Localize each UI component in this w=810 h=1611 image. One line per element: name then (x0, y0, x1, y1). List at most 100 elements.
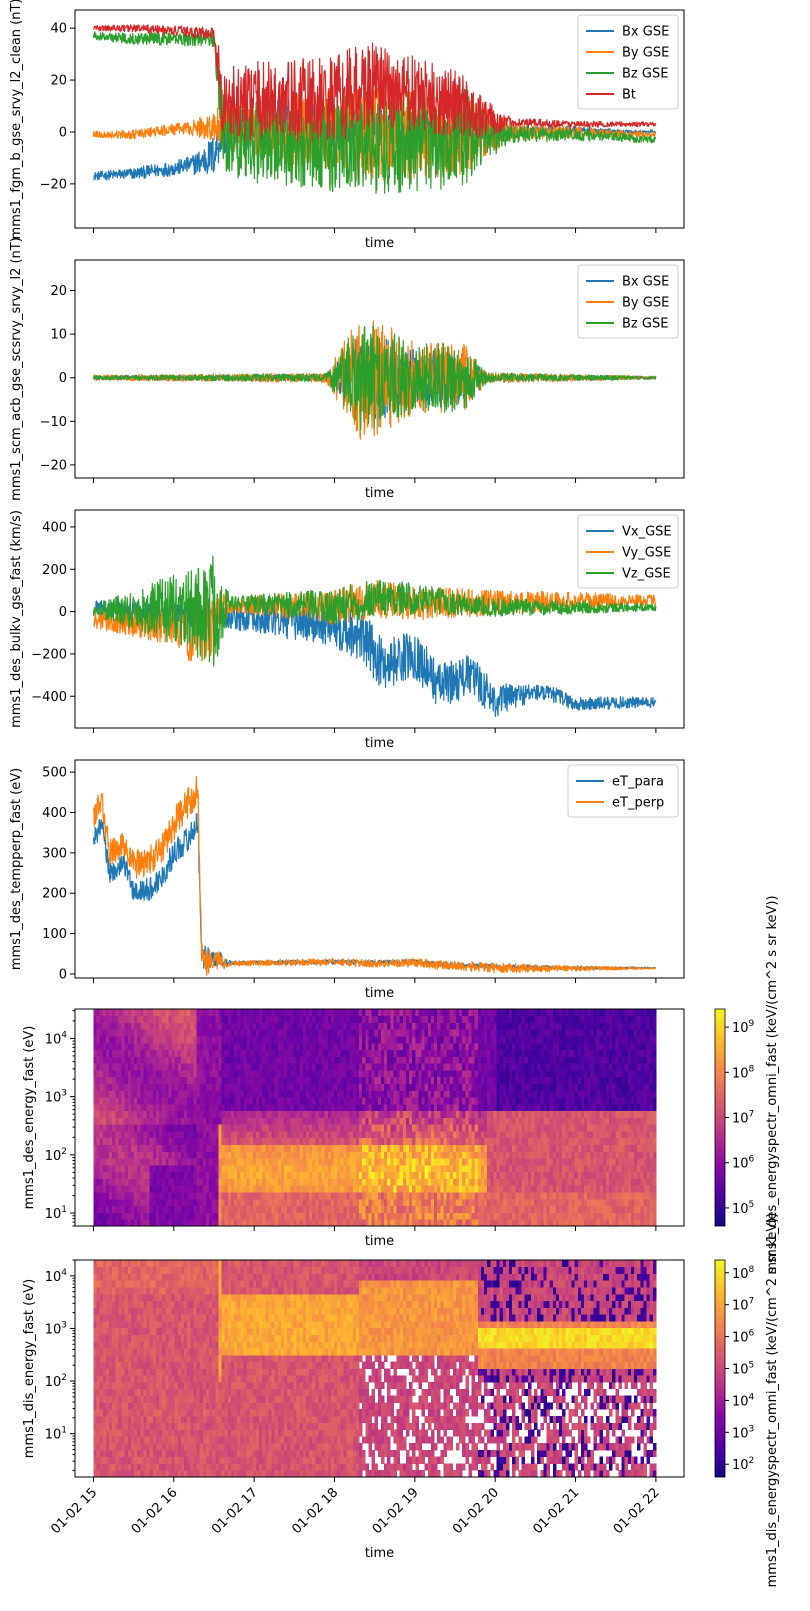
heatmap-cell (496, 1205, 501, 1213)
heatmap-cell (127, 1164, 132, 1173)
heatmap-cell (305, 1036, 310, 1044)
heatmap-cell (452, 1198, 457, 1207)
heatmap-cell (127, 1192, 132, 1200)
heatmap-cell (540, 1151, 544, 1159)
heatmap-cell (99, 1015, 104, 1023)
heatmap-cell (424, 1049, 429, 1057)
heatmap-cell (487, 1049, 491, 1057)
heatmap-cell (415, 1110, 419, 1118)
heatmap-cell (559, 1192, 563, 1200)
heatmap-cell (221, 1178, 226, 1186)
heatmap-cell (405, 1137, 410, 1146)
heatmap-cell (496, 1042, 501, 1051)
heatmap-cell (380, 1103, 385, 1112)
heatmap-cell (418, 1178, 422, 1186)
heatmap-cell (405, 1131, 410, 1139)
heatmap-cell (115, 1144, 119, 1152)
heatmap-cell (349, 1029, 354, 1037)
heatmap-cell (502, 1110, 507, 1118)
heatmap-cell (309, 1198, 313, 1207)
heatmap-cell (174, 1171, 179, 1179)
heatmap-cell (518, 1110, 522, 1118)
heatmap-cell (530, 1110, 535, 1118)
heatmap-cell (443, 1022, 447, 1030)
heatmap-cell (440, 1042, 444, 1051)
heatmap-cell (315, 1144, 319, 1152)
heatmap-cell (480, 1151, 485, 1159)
heatmap-cell (162, 1056, 166, 1064)
heatmap-cell (268, 1070, 272, 1078)
heatmap-cell (546, 1205, 551, 1213)
heatmap-cell (455, 1009, 460, 1017)
heatmap-cell (187, 1103, 191, 1112)
heatmap-cell (187, 1090, 191, 1098)
heatmap-cell (440, 1103, 444, 1112)
heatmap-cell (180, 1117, 185, 1125)
heatmap-cell (387, 1205, 391, 1213)
heatmap-cell (171, 1171, 176, 1179)
heatmap-cell (355, 1036, 360, 1044)
heatmap-cell (155, 1049, 160, 1057)
heatmap-cell (490, 1090, 494, 1098)
heatmap-cell (565, 1063, 569, 1071)
heatmap-cell (421, 1090, 426, 1098)
heatmap-cell (309, 1083, 313, 1091)
heatmap-cell (199, 1022, 204, 1030)
heatmap-cell (399, 1070, 404, 1078)
heatmap-cell (412, 1158, 416, 1166)
heatmap-cell (555, 1117, 560, 1125)
heatmap-cell (437, 1124, 441, 1132)
heatmap-cell (143, 1117, 147, 1125)
heatmap-cell (296, 1090, 301, 1098)
heatmap-cell (546, 1151, 551, 1159)
heatmap-cell (127, 1063, 132, 1071)
heatmap-cell (418, 1137, 422, 1146)
heatmap-cell (134, 1158, 138, 1166)
heatmap-cell (118, 1131, 122, 1139)
heatmap-cell (343, 1015, 347, 1023)
heatmap-cell (365, 1117, 369, 1125)
heatmap-cell (212, 1212, 216, 1220)
heatmap-cell (540, 1158, 544, 1166)
heatmap-cell (218, 1056, 222, 1064)
heatmap-cell (312, 1144, 316, 1152)
heatmap-cell (246, 1137, 251, 1146)
heatmap-cell (534, 1097, 538, 1105)
heatmap-cell (462, 1151, 466, 1159)
heatmap-cell (443, 1164, 447, 1173)
heatmap-cell (449, 1009, 454, 1017)
heatmap-cell (149, 1042, 154, 1051)
heatmap-cell (271, 1103, 276, 1112)
heatmap-cell (359, 1117, 363, 1125)
heatmap-cell (215, 1137, 219, 1146)
heatmap-cell (277, 1158, 282, 1166)
heatmap-cell (149, 1097, 154, 1105)
heatmap-cell (496, 1131, 501, 1139)
heatmap-cell (337, 1056, 341, 1064)
heatmap-cell (346, 1036, 351, 1044)
heatmap-cell (177, 1056, 182, 1064)
heatmap-cell (140, 1158, 144, 1166)
y-tick-label: 200 (42, 887, 67, 902)
heatmap-cell (137, 1198, 141, 1207)
heatmap-cell (493, 1124, 497, 1132)
heatmap-cell (465, 1171, 469, 1179)
heatmap-cell (337, 1009, 341, 1017)
heatmap-cell (271, 1205, 276, 1213)
heatmap-cell (437, 1185, 441, 1193)
heatmap-cell (224, 1076, 229, 1084)
heatmap-cell (377, 1009, 382, 1017)
heatmap-cell (93, 1192, 97, 1200)
heatmap-cell (234, 1009, 238, 1017)
heatmap-cell (430, 1212, 435, 1220)
heatmap-cell (115, 1212, 119, 1220)
heatmap-cell (262, 1036, 266, 1044)
heatmap-cell (362, 1137, 366, 1146)
heatmap-cell (543, 1042, 547, 1051)
heatmap-cell (462, 1076, 466, 1084)
heatmap-cell (452, 1205, 457, 1213)
heatmap-cell (452, 1029, 457, 1037)
heatmap-cell (505, 1083, 510, 1091)
heatmap-cell (471, 1171, 476, 1179)
